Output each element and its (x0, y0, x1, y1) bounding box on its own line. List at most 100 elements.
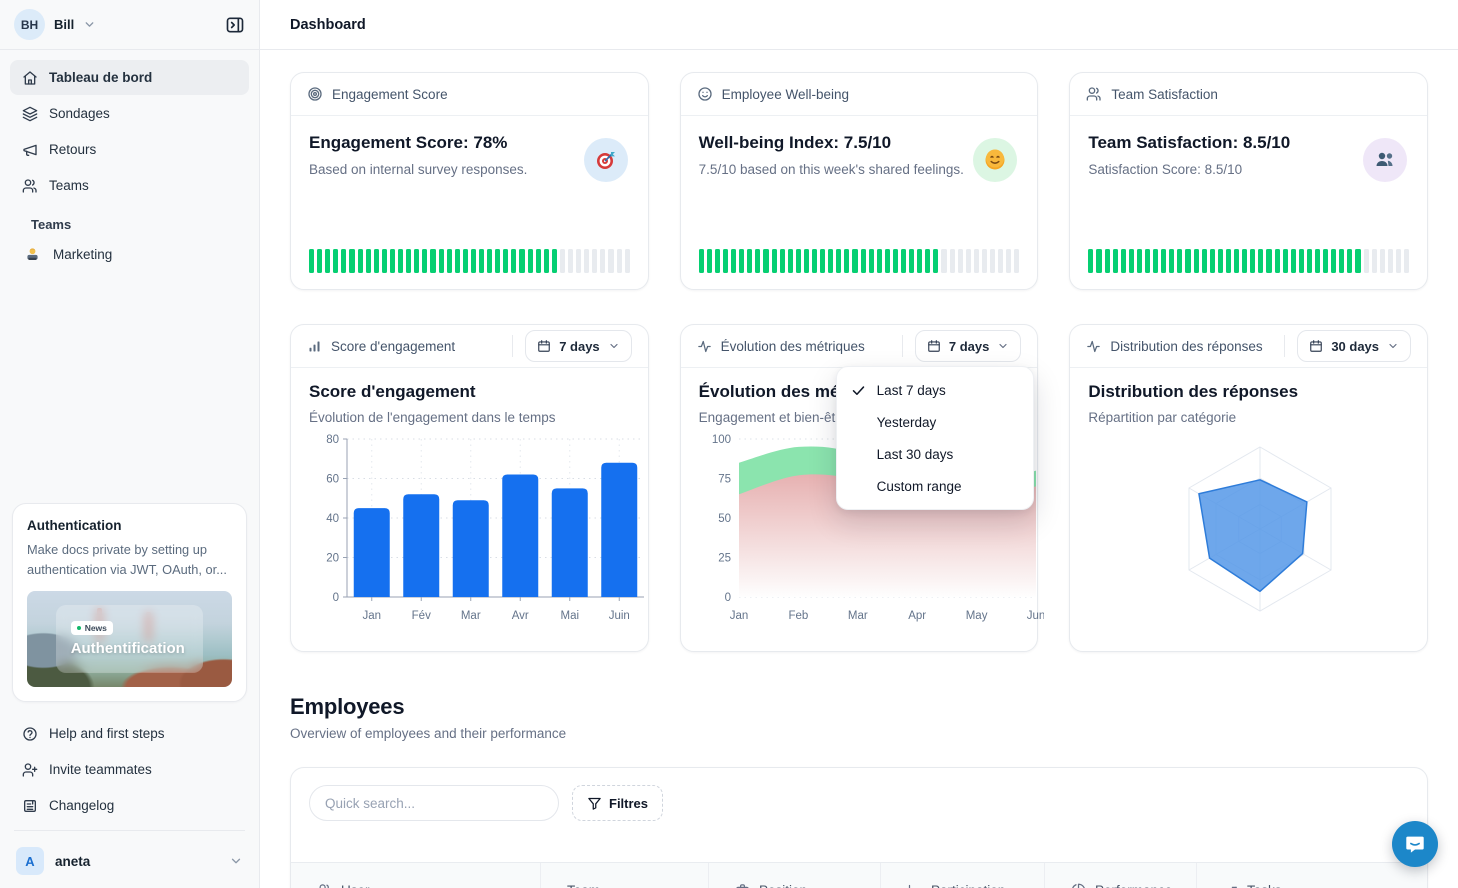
range-option-last-30-days[interactable]: Last 30 days (876, 446, 954, 462)
progress-segment (1169, 249, 1175, 273)
chevron-down-icon (997, 340, 1009, 352)
sidebar-item-invite[interactable]: Invite teammates (10, 752, 249, 787)
progress-segment (917, 249, 923, 273)
progress-segment (543, 249, 549, 273)
workspace-switcher[interactable]: A aneta (0, 838, 259, 888)
divider (14, 830, 245, 831)
card-header: Distribution des réponses 30 days (1070, 325, 1428, 368)
card-body: Distribution des réponses Répartition pa… (1070, 368, 1427, 651)
smiling-face-emoji (973, 138, 1018, 182)
progress-segment (398, 249, 404, 273)
progress-segment (446, 249, 452, 273)
progress-segment (1339, 249, 1345, 273)
activity-icon (697, 339, 712, 354)
promo-description: Make docs private by setting up authenti… (27, 542, 227, 578)
progress-segment (714, 249, 720, 273)
chat-launcher-button[interactable] (1392, 821, 1438, 867)
column-header-tasks[interactable]: Tasks (1197, 863, 1427, 888)
column-header-team[interactable]: Team (541, 863, 709, 888)
progress-segment (1096, 249, 1102, 273)
progress-segment (884, 249, 890, 273)
progress-segment (1209, 249, 1215, 273)
progress-segment (811, 249, 818, 273)
progress-segment (1112, 249, 1118, 273)
workspace-name: aneta (55, 853, 91, 869)
sidebar-nav: Tableau de bord Sondages Retours Teams T… (0, 50, 259, 272)
employees-table-card: Filtres User Team Position (290, 767, 1428, 888)
sidebar-item-help[interactable]: Help and first steps (10, 716, 249, 751)
progress-segment (462, 249, 468, 273)
progress-segment (365, 249, 371, 273)
svg-text:Avr: Avr (512, 610, 529, 622)
stat-subtitle: 7.5/10 based on this week's shared feeli… (698, 162, 964, 177)
card-header: Évolution des métriques 7 days (680, 325, 1038, 368)
main-area: Dashboard Engagement Score Engagement Sc… (260, 0, 1458, 888)
progress-segment (1242, 249, 1248, 273)
progress-segment (933, 249, 939, 273)
progress-segment (317, 249, 323, 273)
progress-segment (1201, 249, 1207, 273)
progress-segment (941, 249, 947, 273)
authentication-promo-card[interactable]: Authentication Make docs private by sett… (12, 503, 247, 702)
range-selector-button[interactable]: 30 days (1297, 330, 1412, 362)
sidebar-item-changelog[interactable]: Changelog (10, 788, 249, 823)
sidebar-item-marketing[interactable]: Marketing (10, 236, 249, 272)
range-dropdown-menu: Last 7 days Yesterday Last 30 days Custo… (835, 366, 1034, 510)
range-selector-button[interactable]: 7 days (914, 330, 1022, 362)
progress-segment (990, 249, 996, 273)
trending-up-icon (1223, 883, 1238, 888)
calendar-icon (1309, 339, 1323, 353)
pie-chart-icon (1071, 883, 1086, 888)
progress-segment (901, 249, 907, 273)
sidebar-item-sondages[interactable]: Sondages (10, 96, 249, 131)
progress-segment (779, 249, 785, 273)
divider (1284, 335, 1286, 357)
calendar-icon (927, 339, 941, 353)
svg-text:50: 50 (718, 513, 731, 525)
column-header-participation[interactable]: Participation (881, 863, 1045, 888)
chart-cards-row: Score d'engagement 7 days (290, 324, 1429, 652)
stat-subtitle: Satisfaction Score: 8.5/10 (1088, 162, 1243, 177)
chart-subtitle: Engagement et bien-être (698, 410, 848, 425)
bar-chart: 0 20 40 60 80 Jan Fév Mar Avr Mai Juin (326, 434, 644, 622)
employees-section: Employees Overview of employees and thei… (290, 694, 1428, 741)
progress-segment (1298, 249, 1304, 273)
range-option-custom-range[interactable]: Custom range (876, 478, 962, 494)
sidebar-item-tableau-de-bord[interactable]: Tableau de bord (10, 60, 249, 95)
sidebar-footer-nav: Help and first steps Invite teammates Ch… (0, 712, 259, 838)
progress-segment (836, 249, 842, 273)
progress-segment (771, 249, 777, 273)
progress-segment (722, 249, 729, 273)
sidebar-collapse-icon[interactable] (225, 15, 245, 35)
card-header: Team Satisfaction (1070, 73, 1428, 116)
sidebar-item-teams[interactable]: Teams (10, 168, 249, 203)
progress-segment (487, 249, 493, 273)
range-selector-button[interactable]: 7 days (525, 330, 632, 362)
progress-segment (608, 249, 614, 273)
page-title: Dashboard (290, 16, 366, 33)
column-header-user[interactable]: User (291, 863, 541, 888)
progress-segment (763, 249, 769, 273)
progress-segment (592, 249, 598, 273)
sidebar-user-row[interactable]: BH Bill (0, 0, 259, 50)
svg-text:Juin: Juin (609, 610, 630, 622)
svg-text:Mar: Mar (848, 610, 868, 622)
range-option-last-7-days[interactable]: Last 7 days (843, 374, 1027, 406)
progress-segment (470, 249, 476, 273)
column-header-performance[interactable]: Performance (1045, 863, 1197, 888)
topbar: Dashboard (260, 0, 1458, 50)
range-option-yesterday[interactable]: Yesterday (876, 414, 937, 430)
progress-segment (349, 249, 355, 273)
column-header-position[interactable]: Position (709, 863, 881, 888)
progress-segment (739, 249, 745, 273)
search-input[interactable] (309, 785, 559, 821)
filters-button[interactable]: Filtres (572, 785, 664, 821)
progress-segment (1331, 249, 1337, 273)
promo-image[interactable]: News Authentification (27, 591, 232, 687)
stat-title: Team Satisfaction: 8.5/10 (1088, 133, 1291, 152)
card-body: Well-being Index: 7.5/10 7.5/10 based on… (681, 116, 1038, 289)
sidebar-item-retours[interactable]: Retours (10, 132, 249, 167)
chat-bubble-icon (1404, 833, 1426, 855)
progress-bar (698, 249, 1020, 273)
progress-segment (1363, 249, 1369, 273)
